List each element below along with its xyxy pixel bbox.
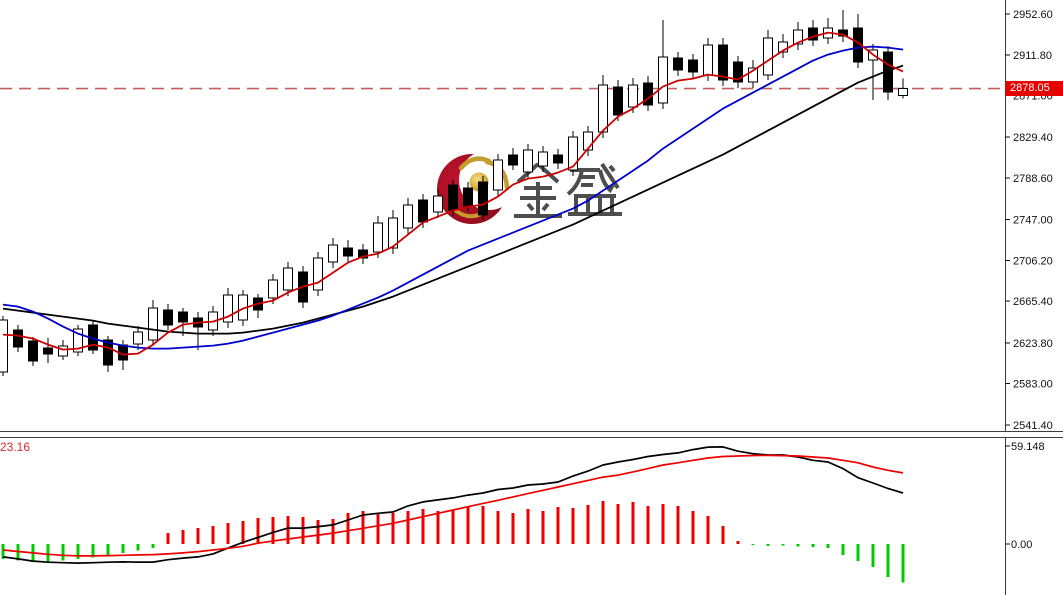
candle-bull xyxy=(372,222,384,253)
candle-bull xyxy=(132,331,144,345)
candle-bull xyxy=(387,217,399,249)
candle-bear xyxy=(27,340,39,362)
candle-bear xyxy=(717,44,729,81)
candle-bull xyxy=(522,149,534,173)
moving-averages xyxy=(2,31,904,356)
macd-indicator-panel[interactable]: 59.148 0.00 xyxy=(0,437,1063,595)
price-tick-label: 2541.40 xyxy=(1013,420,1053,432)
indicator-scale[interactable] xyxy=(1005,438,1063,595)
candle-bull xyxy=(0,319,9,373)
candle-bull xyxy=(327,244,339,263)
candle-bull xyxy=(72,328,84,353)
candle-bear xyxy=(357,249,369,259)
candle-bear xyxy=(42,347,54,355)
candle-bear xyxy=(477,181,489,216)
candle-bear xyxy=(837,29,849,37)
candle-bull xyxy=(537,151,549,167)
candle-bull xyxy=(777,41,789,53)
price-scale[interactable] xyxy=(1005,0,1063,431)
candle-bull xyxy=(567,136,579,171)
candle-bear xyxy=(552,154,564,164)
candle-bear xyxy=(852,27,864,63)
ma-slow-line xyxy=(2,64,904,335)
macd-histogram xyxy=(1,501,905,583)
price-tick-label: 2583.00 xyxy=(1013,379,1053,391)
price-tick-label: 2706.20 xyxy=(1013,255,1053,267)
candle-bear xyxy=(807,27,819,41)
indicator-tick-label: 0.00 xyxy=(1011,539,1032,551)
candle-bull xyxy=(897,88,909,97)
macd-main-line xyxy=(2,446,904,564)
ma-mid-line xyxy=(2,45,904,350)
candle-bear xyxy=(507,154,519,166)
candle-bull xyxy=(747,67,759,83)
price-chart-panel[interactable]: 2952.602911.802871.002829.402788.602747.… xyxy=(0,0,1063,433)
candle-bull xyxy=(762,37,774,76)
macd-signal-line xyxy=(2,454,904,557)
indicator-axis-labels: 59.148 0.00 xyxy=(1005,441,1045,551)
price-tick-label: 2665.40 xyxy=(1013,296,1053,308)
price-tick-label: 2747.00 xyxy=(1013,215,1053,227)
candle-bear xyxy=(672,57,684,71)
crescent-cut xyxy=(459,150,519,210)
candle-bear xyxy=(12,329,24,348)
candle-bull xyxy=(57,345,69,357)
candle-bull xyxy=(222,294,234,323)
price-tick-label: 2952.60 xyxy=(1013,9,1053,21)
candle-bull xyxy=(432,195,444,213)
price-tick-label: 2788.60 xyxy=(1013,173,1053,185)
price-axis-labels: 2952.602911.802871.002829.402788.602747.… xyxy=(1005,9,1053,432)
ma-fast-line xyxy=(2,31,904,356)
candle-bull xyxy=(267,279,279,299)
candle-bull xyxy=(402,204,414,229)
indicator-tick-label: 59.148 xyxy=(1011,441,1045,453)
candle-bear xyxy=(177,311,189,323)
chart-plot-area[interactable] xyxy=(0,0,1005,431)
candle-bear xyxy=(342,247,354,257)
candles xyxy=(0,10,909,376)
candle-bear xyxy=(102,339,114,366)
candle-bull xyxy=(492,159,504,191)
indicator-plot-area[interactable] xyxy=(0,438,1005,595)
candle-bull xyxy=(657,56,669,104)
macd-lines xyxy=(2,446,904,564)
price-tick-label: 2623.80 xyxy=(1013,338,1053,350)
candle-bull xyxy=(282,267,294,291)
indicator-value-label: -23.16 xyxy=(0,440,31,454)
candle-bull xyxy=(147,307,159,341)
candle-bear xyxy=(687,59,699,73)
price-tick-label: 2829.40 xyxy=(1013,132,1053,144)
candle-bear xyxy=(612,86,624,116)
candle-bear xyxy=(732,61,744,83)
current-price-badge: 2878.05 xyxy=(1005,81,1063,96)
panel-splitter[interactable] xyxy=(0,433,1063,437)
candle-bull xyxy=(627,84,639,108)
watermark-text xyxy=(514,162,622,218)
price-tick-label: 2911.80 xyxy=(1013,50,1052,62)
candle-bull xyxy=(792,29,804,45)
candle-bear xyxy=(162,309,174,326)
candle-bull xyxy=(312,257,324,291)
glyph-sheng xyxy=(566,162,622,216)
